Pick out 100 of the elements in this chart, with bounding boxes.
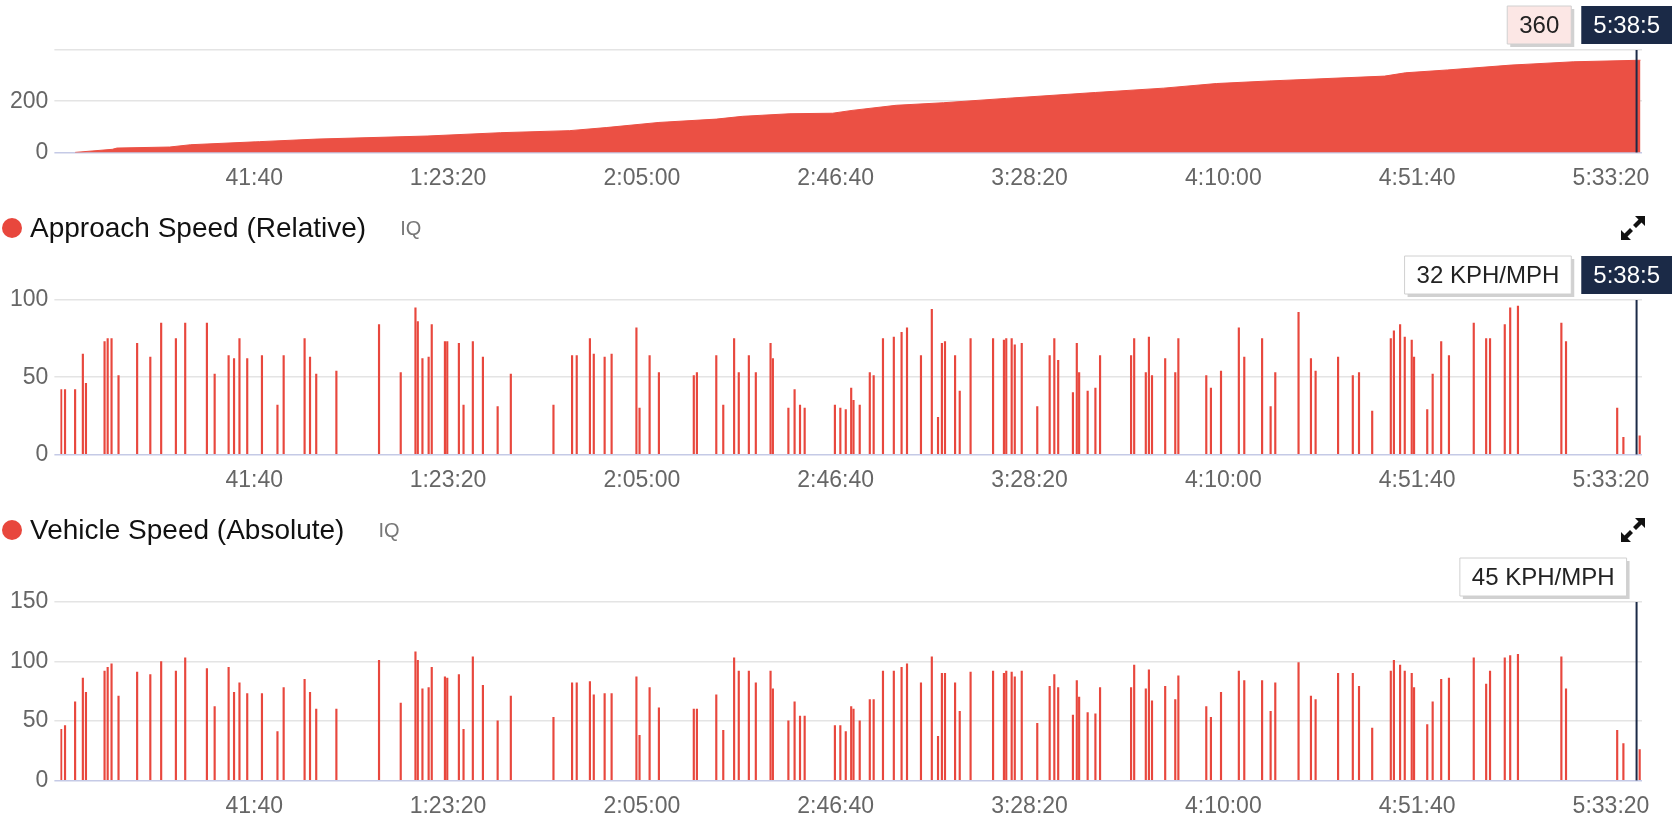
bar bbox=[905, 663, 909, 780]
bar bbox=[657, 707, 660, 780]
bar bbox=[1261, 338, 1264, 454]
bar bbox=[1516, 305, 1520, 454]
bar bbox=[1075, 342, 1078, 454]
bar bbox=[881, 670, 885, 780]
bar bbox=[1638, 749, 1641, 780]
bar bbox=[575, 682, 578, 780]
bar bbox=[552, 404, 555, 454]
bar bbox=[117, 375, 120, 454]
bar bbox=[872, 699, 875, 780]
bar bbox=[110, 338, 113, 454]
bar bbox=[603, 693, 606, 780]
bar bbox=[552, 717, 555, 780]
bar bbox=[1371, 410, 1374, 454]
bar bbox=[282, 355, 285, 454]
bar bbox=[1010, 338, 1013, 454]
bar bbox=[798, 715, 802, 780]
bar bbox=[881, 338, 885, 454]
bar bbox=[571, 355, 574, 454]
bar bbox=[1177, 338, 1180, 454]
bar bbox=[787, 407, 790, 454]
bar bbox=[943, 341, 947, 454]
bar bbox=[110, 663, 113, 780]
bar bbox=[1472, 657, 1475, 780]
bar bbox=[1314, 699, 1317, 780]
bar bbox=[635, 676, 638, 780]
bar bbox=[1133, 338, 1136, 454]
bar bbox=[733, 338, 736, 454]
bar bbox=[692, 708, 695, 780]
bar bbox=[160, 322, 163, 454]
bar bbox=[184, 322, 187, 454]
bar bbox=[858, 404, 861, 454]
x-tick-label: 3:28:20 bbox=[991, 465, 1068, 492]
bar bbox=[1431, 701, 1434, 780]
bar bbox=[377, 324, 381, 454]
bar bbox=[892, 336, 895, 454]
bar bbox=[74, 701, 77, 780]
bar bbox=[769, 342, 772, 454]
x-tick-label: 4:10:00 bbox=[1184, 163, 1262, 190]
bar bbox=[446, 341, 449, 454]
bar bbox=[793, 701, 796, 780]
bar bbox=[1237, 670, 1240, 780]
bar bbox=[1485, 338, 1488, 454]
bar bbox=[1314, 370, 1317, 454]
x-tick-label: 1:23:20 bbox=[409, 163, 487, 190]
bar bbox=[174, 670, 177, 780]
bar bbox=[648, 687, 651, 780]
chart-title: Vehicle Speed (Absolute) bbox=[30, 513, 345, 547]
bar bbox=[1071, 392, 1075, 454]
bar bbox=[1622, 437, 1625, 454]
bar bbox=[205, 322, 208, 454]
bar bbox=[1010, 671, 1013, 780]
bar bbox=[592, 694, 595, 780]
bar bbox=[213, 706, 216, 780]
bar bbox=[335, 370, 338, 454]
y-tick-label: 0 bbox=[35, 765, 49, 792]
bar bbox=[1164, 358, 1167, 454]
bar bbox=[399, 702, 402, 780]
bar bbox=[1098, 687, 1102, 780]
bar bbox=[919, 682, 923, 780]
y-tick-label: 50 bbox=[22, 362, 49, 389]
bar bbox=[117, 695, 120, 780]
bar bbox=[1516, 654, 1520, 780]
bar bbox=[1371, 727, 1374, 780]
bar bbox=[733, 657, 736, 780]
bar bbox=[635, 327, 638, 454]
chart-subtitle: IQ bbox=[400, 216, 422, 240]
bar bbox=[969, 671, 972, 780]
bar bbox=[443, 676, 447, 780]
x-tick-label: 4:51:40 bbox=[1378, 465, 1456, 492]
bar bbox=[1509, 307, 1512, 454]
bar bbox=[919, 355, 923, 454]
bar bbox=[377, 659, 381, 780]
bar bbox=[457, 342, 460, 454]
x-tick-label: 4:51:40 bbox=[1378, 791, 1456, 818]
chart-subtitle: IQ bbox=[378, 518, 400, 542]
bar bbox=[1410, 673, 1413, 780]
bar bbox=[858, 720, 861, 780]
bar bbox=[74, 389, 77, 454]
bar bbox=[1337, 673, 1340, 780]
bar bbox=[496, 406, 499, 454]
bar bbox=[446, 677, 449, 780]
bar bbox=[1616, 730, 1619, 780]
bar bbox=[1351, 673, 1354, 780]
bar bbox=[954, 682, 957, 780]
bar bbox=[399, 372, 402, 454]
x-tick-label: 1:23:20 bbox=[409, 791, 487, 818]
bar bbox=[315, 708, 318, 780]
bar bbox=[754, 372, 757, 454]
bar bbox=[1147, 336, 1150, 454]
bar bbox=[1509, 655, 1512, 780]
x-tick-label: 3:28:20 bbox=[991, 163, 1068, 190]
bar bbox=[1053, 338, 1056, 454]
bar bbox=[1219, 692, 1223, 780]
bar bbox=[462, 728, 465, 780]
bar bbox=[1616, 407, 1619, 454]
bar bbox=[648, 355, 651, 454]
bar bbox=[1094, 713, 1097, 780]
bar bbox=[588, 681, 591, 780]
